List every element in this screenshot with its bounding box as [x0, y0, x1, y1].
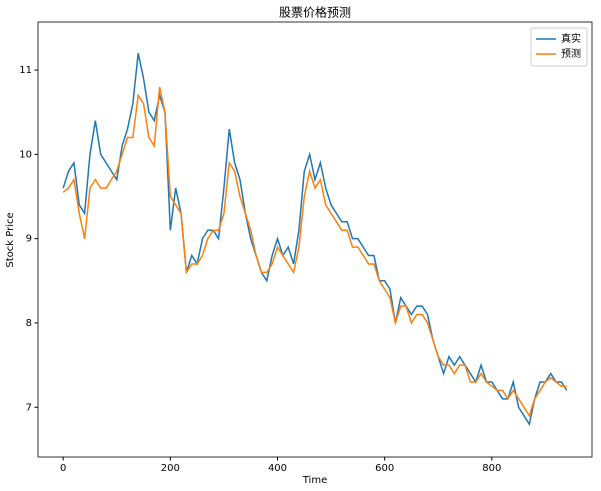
y-tick-label: 8 — [26, 318, 32, 329]
y-tick-label: 9 — [26, 234, 32, 245]
plot-frame — [37, 21, 593, 458]
chart-title: 股票价格预测 — [279, 5, 351, 20]
legend-label: 真实 — [561, 32, 581, 45]
y-tick-label: 10 — [19, 149, 32, 160]
legend-label: 预测 — [561, 47, 581, 60]
data-line — [62, 86, 567, 418]
x-tick-label: 200 — [161, 463, 180, 474]
x-axis-label: Time — [302, 475, 327, 486]
legend-box — [530, 27, 588, 67]
x-tick-label: 800 — [482, 463, 501, 474]
x-tick-label: 400 — [268, 463, 287, 474]
data-line — [62, 53, 568, 427]
y-tick-label: 7 — [26, 402, 32, 413]
x-tick-label: 0 — [60, 463, 66, 474]
x-tick-label: 600 — [375, 463, 394, 474]
y-tick-label: 11 — [19, 65, 32, 76]
y-axis-label: Stock Price — [5, 212, 16, 267]
